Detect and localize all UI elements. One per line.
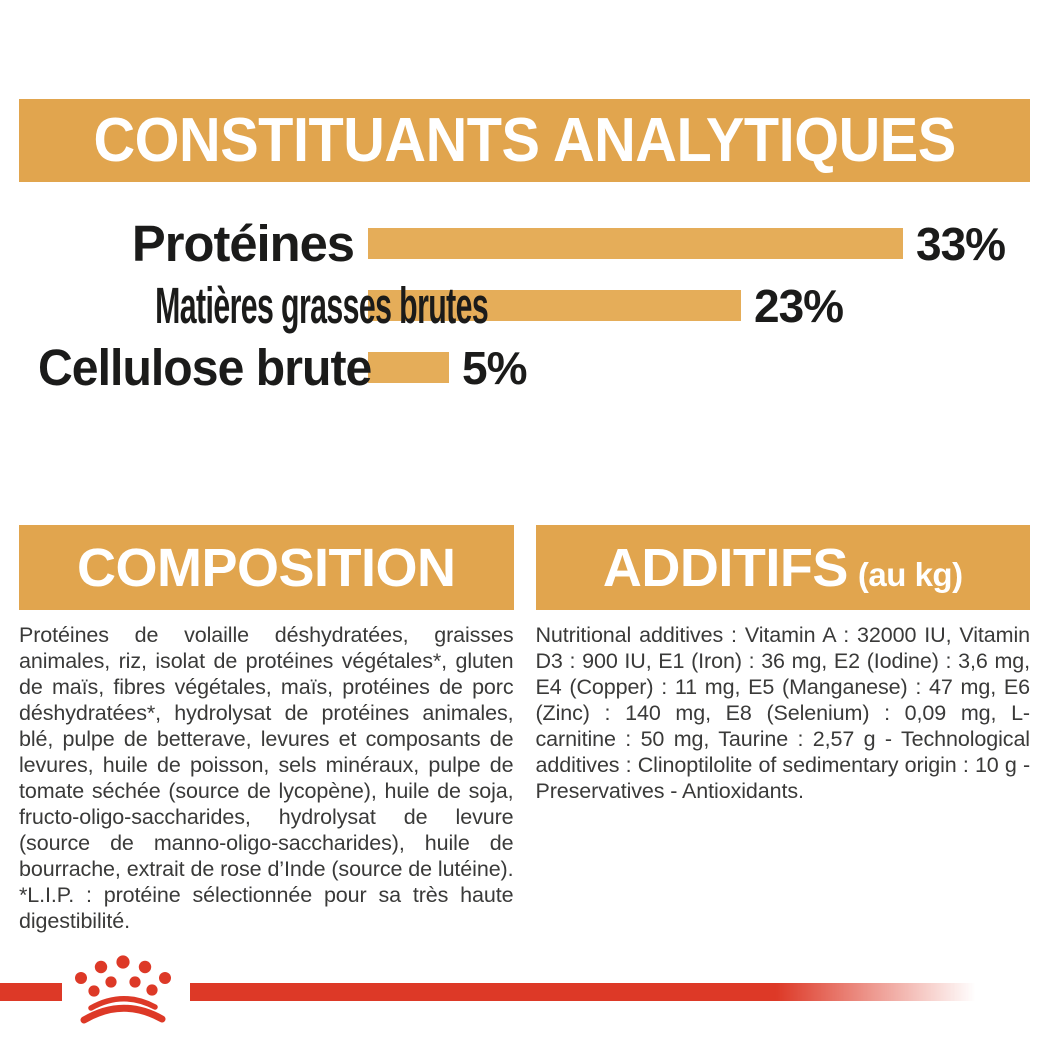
additives-body-text: Nutritional additives : Vitamin A : 3200… xyxy=(535,623,1031,803)
chart-row: Protéines 33% xyxy=(19,218,1030,269)
additives-section: ADDITIFS (au kg) Nutritional additives :… xyxy=(535,525,1031,934)
composition-body-text: Protéines de volaille déshydratées, grai… xyxy=(19,623,514,933)
chart-value-label: 5% xyxy=(462,341,527,394)
chart-bar xyxy=(368,228,903,259)
additives-title: ADDITIFS xyxy=(602,537,849,598)
royal-canin-crown-icon xyxy=(75,955,171,1024)
chart-category-label: Protéines xyxy=(131,215,355,272)
chart-row: Matières grasses brutes 23% xyxy=(19,280,1030,331)
analytical-constituents-title: CONSTITUANTS ANALYTIQUES xyxy=(93,105,956,175)
footer-accent-line xyxy=(0,983,1049,1001)
chart-value-label: 33% xyxy=(916,217,1006,270)
info-columns: COMPOSITION Protéines de volaille déshyd… xyxy=(19,525,1030,934)
chart-bar xyxy=(368,352,449,383)
additives-header: ADDITIFS (au kg) xyxy=(535,525,1030,610)
chart-bar xyxy=(368,290,741,321)
analytical-constituents-header: CONSTITUANTS ANALYTIQUES xyxy=(19,99,1030,182)
chart-category-label: Cellulose brute xyxy=(37,339,372,396)
additives-title-suffix: (au kg) xyxy=(857,555,963,593)
analytical-chart: Protéines 33% Matières grasses brutes 23% Ce… xyxy=(19,218,1030,393)
chart-row: Cellulose brute 5% xyxy=(19,342,1030,393)
royal-canin-logo xyxy=(62,946,190,1030)
chart-value-label: 23% xyxy=(754,279,844,332)
chart-category-label: Matières grasses brutes xyxy=(155,277,489,334)
composition-header: COMPOSITION xyxy=(19,525,514,610)
composition-title: COMPOSITION xyxy=(76,537,456,598)
composition-section: COMPOSITION Protéines de volaille déshyd… xyxy=(19,525,514,934)
